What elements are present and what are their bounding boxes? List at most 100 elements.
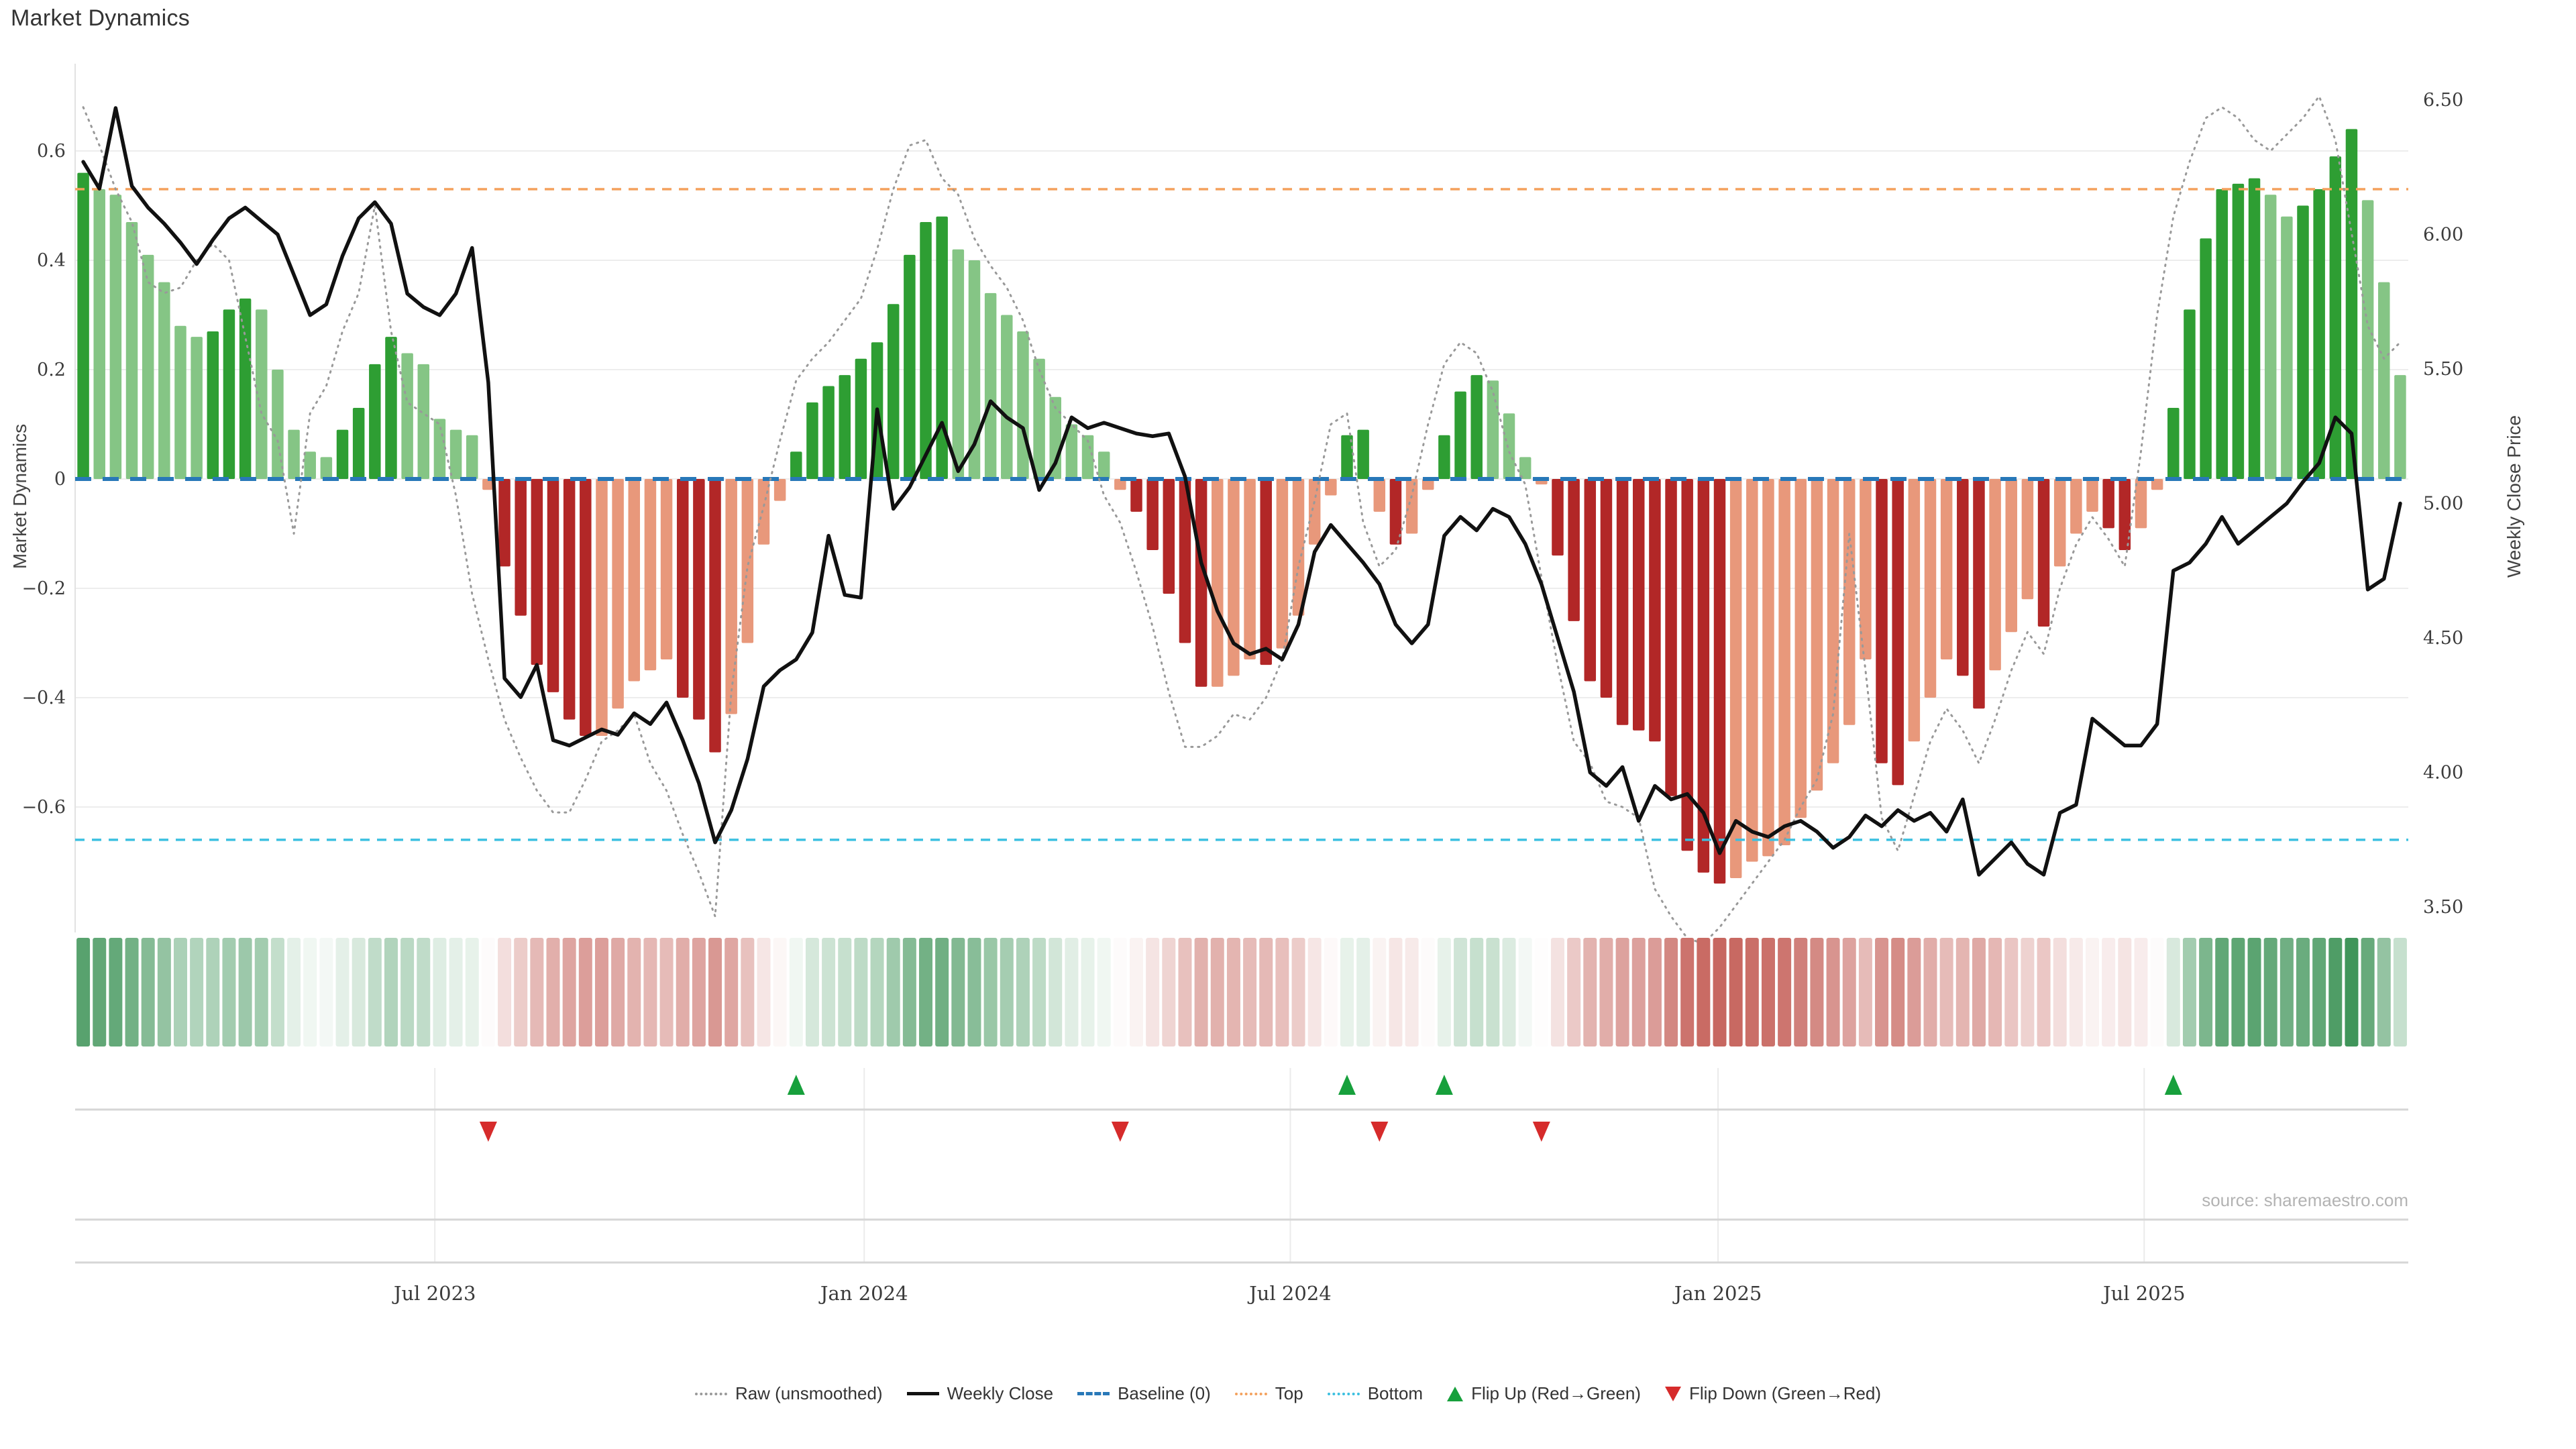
raw-line — [82, 95, 2402, 945]
dynamics-bar — [272, 370, 284, 479]
legend-item[interactable]: Flip Up (Red→Green) — [1447, 1383, 1641, 1404]
heatmap-cell — [76, 938, 91, 1046]
heatmap-cell — [2037, 938, 2051, 1046]
right-axis-tick: 4.50 — [2423, 628, 2463, 649]
dynamics-bar — [1843, 479, 1856, 725]
dynamics-bar — [1552, 479, 1564, 556]
heatmap-cell — [2069, 938, 2083, 1046]
heatmap-cell — [902, 938, 916, 1046]
dynamics-bar — [369, 364, 381, 479]
dynamics-bar — [1778, 479, 1790, 846]
heatmap-cell — [1550, 938, 1564, 1046]
dynamics-bar — [920, 221, 932, 479]
heatmap-cell — [1405, 938, 1419, 1046]
heatmap-cell — [2393, 938, 2407, 1046]
source-note: source: sharemaestro.com — [2202, 1190, 2408, 1210]
flip-down-marker — [1111, 1122, 1129, 1142]
x-tick-label: Jul 2024 — [1247, 1282, 1332, 1305]
legend-item[interactable]: Bottom — [1327, 1383, 1423, 1404]
heatmap-cell — [1259, 938, 1273, 1046]
solid-black-icon — [906, 1392, 939, 1395]
heatmap-cell — [676, 938, 690, 1046]
dynamics-bar — [563, 479, 576, 720]
heatmap-cell — [1146, 938, 1160, 1046]
dynamics-bar — [1276, 479, 1289, 649]
heatmap-cell — [546, 938, 560, 1046]
heatmap-cell — [1340, 938, 1354, 1046]
heatmap-cell — [1534, 938, 1548, 1046]
heatmap-cell — [1875, 938, 1889, 1046]
dynamics-bar — [1989, 479, 2001, 671]
heatmap-cell — [1794, 938, 1808, 1046]
dynamics-bar — [2200, 238, 2212, 479]
dynamics-bar — [1649, 479, 1661, 742]
dynamics-bar — [531, 479, 543, 665]
heatmap-cell — [692, 938, 706, 1046]
heatmap-cell — [109, 938, 123, 1046]
dynamics-bar — [612, 479, 624, 709]
heatmap-cell — [1713, 938, 1727, 1046]
heatmap-cell — [611, 938, 625, 1046]
legend-item[interactable]: Weekly Close — [906, 1383, 1053, 1404]
dynamics-bar — [498, 479, 511, 567]
heatmap-cell — [1437, 938, 1451, 1046]
dynamics-bar — [142, 254, 154, 479]
legend-item[interactable]: Top — [1234, 1383, 1303, 1404]
dynamics-bar — [1876, 479, 1888, 763]
heatmap-cell — [967, 938, 981, 1046]
heatmap-cell — [125, 938, 139, 1046]
dynamics-bar — [1746, 479, 1758, 862]
left-axis-tick: −0.4 — [21, 688, 66, 708]
heatmap-cell — [417, 938, 431, 1046]
dynamics-bar — [1681, 479, 1693, 851]
heatmap-cell — [1761, 938, 1775, 1046]
legend-item[interactable]: Raw (unsmoothed) — [694, 1383, 883, 1404]
heatmap-cell — [1421, 938, 1435, 1046]
heatmap-cell — [2134, 938, 2148, 1046]
heatmap-cell — [643, 938, 657, 1046]
heatmap-cell — [935, 938, 949, 1046]
heatmap-cell — [1858, 938, 1872, 1046]
heatmap-cell — [2263, 938, 2277, 1046]
legend-item[interactable]: Flip Down (Green→Red) — [1664, 1383, 1881, 1404]
heatmap-cell — [2182, 938, 2196, 1046]
triangle-up-icon — [1447, 1386, 1464, 1401]
heatmap-cell — [1648, 938, 1662, 1046]
dynamics-bar — [2264, 195, 2277, 479]
dynamics-bar — [2167, 408, 2180, 479]
right-axis-tick: 5.00 — [2423, 494, 2463, 515]
dynamics-bar — [741, 479, 754, 643]
heatmap-cell — [1032, 938, 1046, 1046]
dynamics-bar — [2102, 479, 2114, 529]
dynamics-bar — [1389, 479, 1402, 545]
heatmap-cell — [2312, 938, 2326, 1046]
heatmap-cell — [627, 938, 641, 1046]
heatmap-cell — [368, 938, 382, 1046]
chart-canvas[interactable]: 0.6 0.4 0.2 0 −0.2 −0.4 −0.6 6.50 6.00 5.50 5.00 4.… — [0, 0, 2576, 1342]
dynamics-bar — [790, 451, 802, 479]
dynamics-bar — [1097, 451, 1110, 479]
heatmap-cell — [2053, 938, 2067, 1046]
flip-down-marker — [479, 1122, 497, 1142]
legend-item[interactable]: Baseline (0) — [1077, 1383, 1211, 1404]
heatmap-cell — [514, 938, 528, 1046]
heatmap-cell — [270, 938, 284, 1046]
dynamics-bar — [1729, 479, 1742, 878]
heatmap-cell — [433, 938, 447, 1046]
legend-label: Top — [1275, 1383, 1303, 1403]
dynamics-bar — [1454, 391, 1466, 479]
heatmap-cell — [1113, 938, 1127, 1046]
dynamics-bar — [1762, 479, 1774, 857]
dynamics-bar — [1212, 479, 1224, 687]
dynamics-bar — [1519, 457, 1532, 479]
heatmap-cell — [465, 938, 479, 1046]
dynamics-bar — [288, 429, 300, 479]
dynamics-bar — [1892, 479, 1904, 786]
x-tick-label: Jan 2025 — [1672, 1282, 1762, 1305]
flip-up-marker — [1338, 1075, 1356, 1095]
dynamics-bar — [1584, 479, 1597, 682]
heatmap-cell — [1470, 938, 1484, 1046]
heatmap-cell — [1275, 938, 1289, 1046]
heatmap-cell — [157, 938, 171, 1046]
heatmap-cell — [838, 938, 852, 1046]
